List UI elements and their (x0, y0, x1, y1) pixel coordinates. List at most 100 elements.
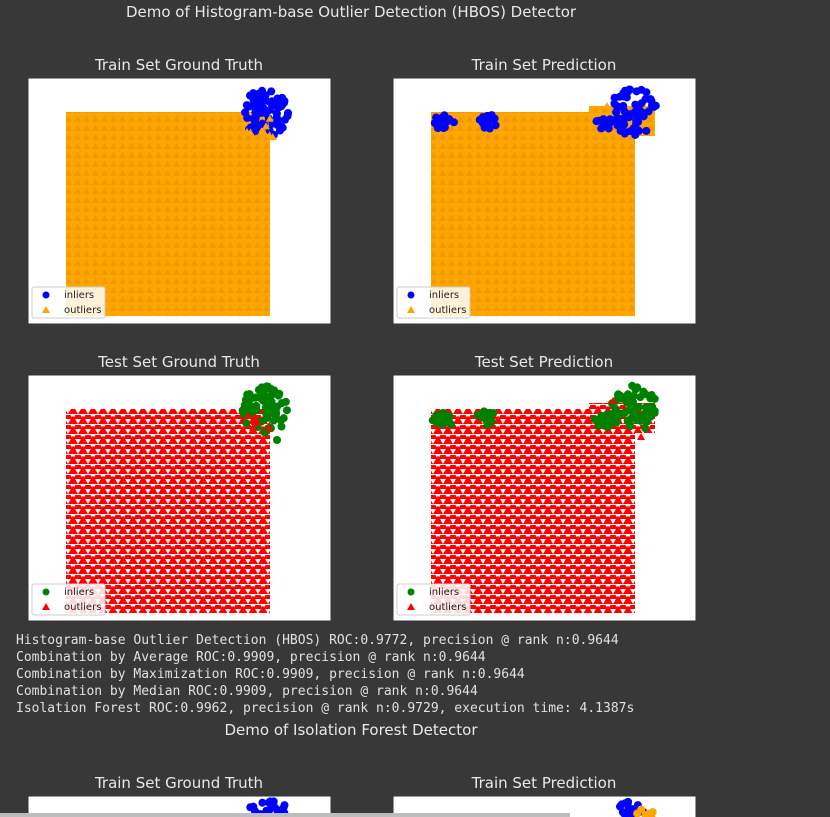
scatter-dot (590, 415, 599, 424)
scatter-dot (483, 111, 492, 120)
legend-label: outliers (429, 305, 466, 316)
scatter-dot (615, 92, 624, 101)
scatter-dot (490, 114, 499, 123)
scatter-dot (630, 402, 639, 411)
scatter-dot (637, 108, 646, 117)
scatter-dot (282, 406, 291, 415)
scatter-dot (631, 130, 640, 139)
scatter-dot (277, 399, 286, 408)
legend-label: outliers (64, 602, 101, 613)
scatter-dot (620, 114, 629, 123)
log-line: Combination by Average ROC:0.9909, preci… (16, 650, 486, 665)
scatter-dot (278, 123, 287, 132)
scatter-dot (246, 803, 255, 812)
scatter-dot (620, 129, 629, 138)
plot: inliers outliers (27, 77, 332, 325)
scatter-dot (623, 390, 632, 399)
scatter-dot (279, 414, 288, 423)
scatter-triangle (265, 114, 274, 122)
scatter-dot (242, 419, 251, 428)
log-line: Combination by Maximization ROC:0.9909, … (16, 667, 525, 682)
scatter-dot (443, 117, 452, 126)
scatter-dot (243, 397, 252, 406)
scatter-dot (633, 414, 642, 423)
scatter-triangle (265, 423, 274, 431)
legend-marker (42, 588, 50, 596)
legend-marker (407, 306, 415, 313)
legend-box (31, 583, 106, 616)
scatter-dot (644, 812, 653, 817)
scatter-dot (280, 115, 289, 124)
scatter-dot (644, 107, 653, 116)
scatter-dot (253, 122, 262, 131)
scatter-dot (262, 806, 271, 815)
scatter-triangle (250, 413, 259, 421)
scatter-dot (267, 398, 276, 407)
scatter-dot (640, 417, 649, 426)
panel-title: Train Set Prediction (471, 774, 617, 792)
panel-title: Train Set Prediction (471, 56, 617, 74)
scatter-dot (637, 805, 646, 814)
scatter-dot (624, 398, 633, 407)
panel-title: Train Set Ground Truth (94, 56, 263, 74)
scatter-dot (602, 411, 611, 420)
scatter-dot (622, 93, 631, 102)
scatter-dot (242, 101, 251, 110)
scatter-dot (647, 101, 656, 110)
scatter-dot (646, 95, 655, 104)
scatter-triangle (609, 397, 617, 404)
scatter-dot (613, 391, 622, 400)
scatter-dot (434, 119, 443, 128)
scatter-triangle (243, 412, 252, 420)
legend-box (31, 286, 106, 319)
scatter-dot (432, 411, 441, 420)
scatter-dot (277, 422, 286, 431)
scatter-dot (256, 109, 265, 118)
scatter-triangle (246, 128, 255, 136)
legend-marker (42, 306, 50, 313)
plot: inliers outliers (27, 374, 332, 622)
legend-marker (407, 291, 415, 299)
scatter-dot (621, 799, 630, 808)
scatter-dot (641, 424, 650, 433)
scatter-dot (258, 798, 267, 807)
legend-label: inliers (64, 587, 94, 598)
scatter-triangle (268, 133, 277, 141)
scatter-dot (626, 110, 635, 119)
outlier-region (431, 112, 635, 316)
scatter-dot (269, 797, 278, 806)
legend-marker (407, 588, 415, 596)
scatter-dot (642, 126, 651, 135)
scatter-dot (256, 98, 265, 107)
scatter-dot (621, 408, 630, 417)
scatter-triangle (249, 423, 258, 431)
scatter-dot (261, 403, 270, 412)
scatter-dot (613, 414, 622, 423)
scatter-triangle (637, 433, 645, 440)
scatter-dot (275, 389, 284, 398)
scatter-dot (619, 101, 628, 110)
plot: inliers outliers (392, 77, 697, 325)
scatter-dot (263, 413, 272, 422)
scatter-dot (440, 123, 449, 132)
legend-box (396, 286, 471, 319)
panel-title: Test Set Prediction (474, 353, 613, 371)
scatter-dot (480, 407, 489, 416)
panel-title: Train Set Ground Truth (94, 774, 263, 792)
scatter-dot (267, 87, 276, 96)
legend-label: inliers (429, 290, 459, 301)
section-title: Demo of Histogram-base Outlier Detection… (126, 3, 577, 21)
scatter-dot (491, 121, 500, 130)
plot (27, 795, 332, 817)
outlier-region (66, 409, 270, 613)
scatter-dot (272, 109, 281, 118)
scatter-dot (632, 115, 641, 124)
scatter-dot (603, 422, 612, 431)
scatter-dot (449, 118, 458, 127)
scatter-dot (252, 401, 261, 410)
legend-label: inliers (429, 587, 459, 598)
scatter-dot (625, 419, 634, 428)
scatter-dot (254, 385, 263, 394)
scatter-dot (280, 801, 289, 810)
